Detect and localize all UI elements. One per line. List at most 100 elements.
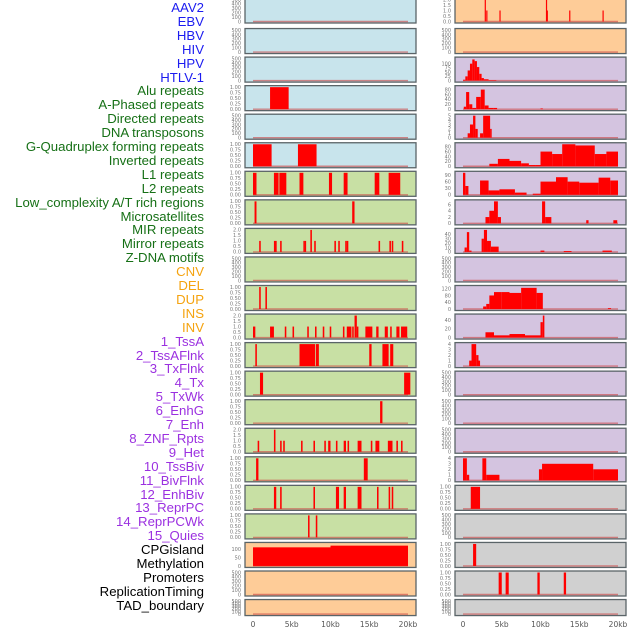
track-label: TAD_boundary — [116, 597, 204, 613]
signal-bar — [467, 70, 470, 81]
y-tick-label: 500 — [231, 256, 241, 262]
signal-bar — [494, 335, 510, 338]
y-tick-label: 50 — [235, 555, 241, 561]
track-label: MIR repeats — [132, 222, 204, 238]
signal-bar — [484, 0, 486, 22]
signal-bar — [259, 287, 261, 309]
y-tick-label: 20 — [445, 327, 451, 333]
y-tick-label: 1.5 — [233, 319, 241, 325]
signal-bar — [488, 80, 497, 81]
track-panel: 0.00.51.01.52.0 — [233, 228, 417, 256]
y-tick-label: 0 — [448, 450, 451, 456]
y-tick-label: 1.00 — [230, 485, 241, 491]
y-tick-label: 0.75 — [230, 176, 241, 182]
x-tick-label: 15kb — [360, 620, 379, 629]
y-tick-label: 90 — [445, 173, 451, 179]
signal-bar — [473, 543, 477, 566]
y-tick-label: 0.00 — [230, 364, 241, 370]
y-tick-label: 5 — [448, 114, 451, 120]
y-tick-label: 10 — [445, 245, 451, 251]
y-tick-label: 300 — [441, 436, 451, 442]
y-tick-label: 1.5 — [233, 233, 241, 239]
signal-bar — [514, 192, 527, 195]
y-tick-label: 0.75 — [230, 205, 241, 211]
y-tick-label: 0 — [238, 592, 241, 598]
y-tick-label: 0.50 — [230, 353, 241, 359]
signal-bar — [536, 292, 543, 309]
y-tick-label: 0.25 — [230, 387, 241, 393]
track-label: AAV2 — [171, 0, 204, 15]
signal-bar — [486, 10, 488, 22]
signal-bar — [486, 303, 490, 309]
y-tick-label: 0.00 — [230, 421, 241, 427]
signal-bar — [465, 76, 468, 81]
y-tick-label: 400 — [231, 2, 241, 8]
signal-bar — [494, 201, 498, 224]
x-tick-label: 15kb — [570, 620, 589, 629]
track-label: 9_Het — [168, 444, 204, 460]
y-tick-label: 500 — [231, 28, 241, 34]
y-tick-label: 100 — [231, 45, 241, 51]
panel-background — [454, 256, 627, 283]
signal-bar — [476, 67, 480, 81]
y-tick-label: 300 — [441, 522, 451, 528]
y-tick-label: 0.50 — [230, 381, 241, 387]
panel-background — [244, 256, 417, 283]
signal-bar — [297, 144, 317, 167]
panel-background — [244, 399, 417, 426]
track-label: HPV — [176, 55, 204, 71]
signal-bar — [586, 220, 589, 224]
y-tick-label: 200 — [441, 384, 451, 390]
y-tick-label: 0.75 — [440, 490, 451, 496]
track-panel: 0.000.250.500.751.00 — [440, 542, 627, 570]
panel-background — [244, 370, 417, 397]
y-tick-label: 0.50 — [230, 496, 241, 502]
signal-bar — [542, 201, 546, 224]
y-tick-label: 500 — [231, 114, 241, 120]
y-tick-label: 1.00 — [230, 199, 241, 205]
y-tick-label: 0.5 — [233, 244, 241, 250]
panel-background — [454, 341, 627, 369]
track-label: ReplicationTiming — [99, 583, 204, 599]
panel-background — [454, 570, 627, 597]
y-tick-label: 0.50 — [230, 410, 241, 416]
signal-bar — [487, 240, 491, 252]
y-tick-label: 60 — [445, 179, 451, 185]
y-tick-label: 500 — [441, 256, 451, 262]
y-tick-label: 100 — [441, 274, 451, 280]
y-tick-label: 100 — [441, 388, 451, 394]
track-label: 1_TssA — [160, 333, 204, 349]
track-label: Inverted repeats — [108, 152, 204, 168]
panel-background — [454, 427, 627, 454]
signal-bar — [253, 144, 272, 167]
y-tick-label: 0.50 — [440, 496, 451, 502]
y-tick-label: 3 — [448, 462, 451, 468]
track-panel: 0.000.250.500.751.00 — [230, 85, 417, 113]
y-tick-label: 0.25 — [230, 101, 241, 107]
signal-bar — [472, 59, 475, 81]
panel-background — [244, 113, 417, 140]
track-label: 3_TxFlnk — [149, 361, 204, 377]
track-label: 13_ReprPC — [135, 500, 204, 516]
y-tick-label: 0.25 — [230, 159, 241, 165]
track-label: 4_Tx — [174, 375, 204, 391]
y-tick-label: 0.50 — [230, 96, 241, 102]
signal-bar — [256, 458, 259, 481]
y-tick-label: 0.75 — [230, 90, 241, 96]
signal-bar — [280, 440, 282, 452]
signal-bar — [488, 107, 494, 110]
signal-bar — [494, 292, 502, 309]
signal-bar — [376, 326, 379, 338]
signal-bar — [374, 172, 380, 195]
y-tick-label: 100 — [231, 547, 241, 553]
y-tick-label: 0.75 — [230, 462, 241, 468]
y-tick-label: 3 — [448, 347, 451, 353]
y-tick-label: 0 — [238, 612, 241, 618]
y-tick-label: 100 — [441, 417, 451, 423]
